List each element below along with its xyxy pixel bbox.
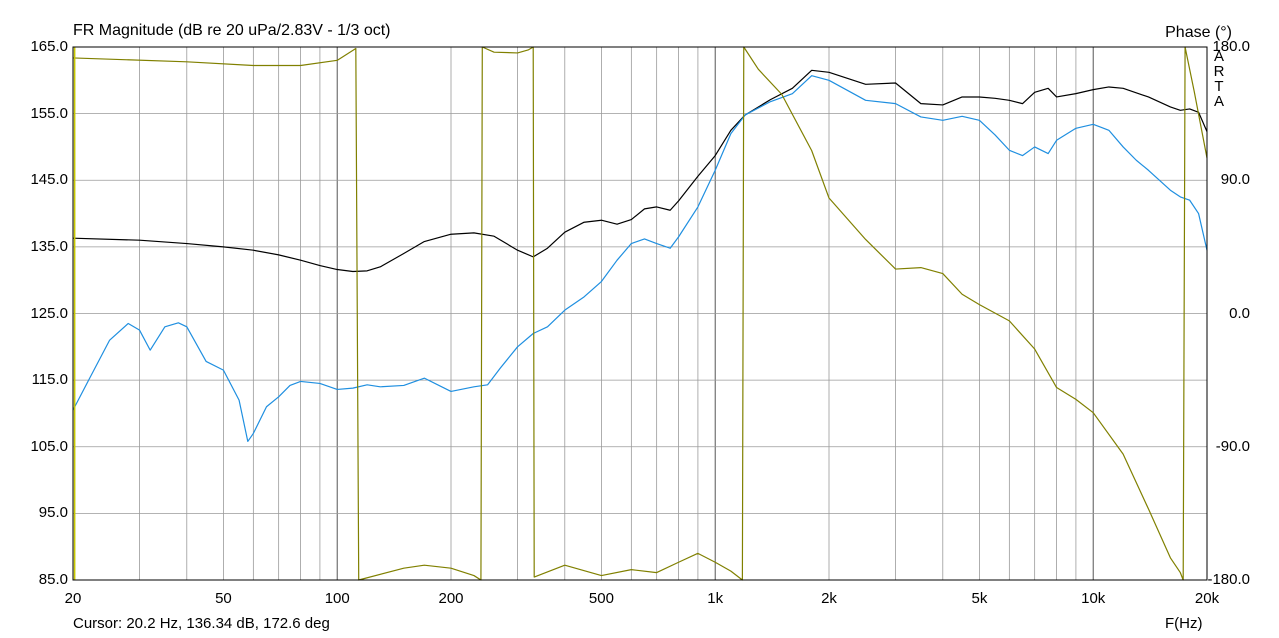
y2-tick-label: 90.0 xyxy=(1220,171,1250,189)
x-tick-label: 1k xyxy=(707,590,724,607)
y-tick-label: 135.0 xyxy=(30,237,68,255)
plot-border xyxy=(72,46,1208,581)
y-tick-label: 155.0 xyxy=(30,104,68,122)
chart-title: FR Magnitude (dB re 20 uPa/2.83V - 1/3 o… xyxy=(73,22,391,39)
series-line-1 xyxy=(72,75,1208,443)
watermark-letter: T xyxy=(1214,78,1224,95)
y-tick-label: 115.0 xyxy=(31,371,68,389)
x-tick-label: 20 xyxy=(64,590,82,607)
x-tick-label: 20k xyxy=(1194,590,1220,607)
x-tick-label: 2k xyxy=(821,590,837,607)
y-tick-label: 85.0 xyxy=(38,571,68,588)
right-axis-title: Phase (°) xyxy=(1165,24,1232,41)
x-tick-label: 100 xyxy=(324,590,350,607)
watermark-letter: A xyxy=(1213,48,1224,65)
x-tick-label: 50 xyxy=(215,590,232,607)
series-line-0 xyxy=(72,69,1208,273)
y2-tick-label: 0.0 xyxy=(1229,304,1250,322)
y-tick-label: 165.0 xyxy=(30,38,68,55)
grid xyxy=(72,46,1208,581)
x-tick-label: 10k xyxy=(1081,590,1106,607)
watermark-letter: R xyxy=(1213,63,1225,80)
x-tick-label: 200 xyxy=(438,590,464,607)
y-tick-label: 125.0 xyxy=(30,304,68,322)
y-tick-label: 95.0 xyxy=(38,504,68,522)
y2-tick-label: -90.0 xyxy=(1215,437,1250,455)
y-tick-label: 145.0 xyxy=(30,171,68,189)
y2-tick-label: -180.0 xyxy=(1207,571,1250,588)
x-tick-label: 5k xyxy=(971,590,988,607)
x-tick-label: 500 xyxy=(588,590,614,607)
watermark-letter: A xyxy=(1213,93,1224,110)
x-unit-label: F(Hz) xyxy=(1165,615,1203,632)
cursor-readout: Cursor: 20.2 Hz, 136.34 dB, 172.6 deg xyxy=(73,615,330,632)
series-layer xyxy=(72,46,1208,581)
y-tick-label: 105.0 xyxy=(30,437,68,455)
series-line-2 xyxy=(72,46,1208,581)
y2-tick-label: 180.0 xyxy=(1212,38,1250,55)
